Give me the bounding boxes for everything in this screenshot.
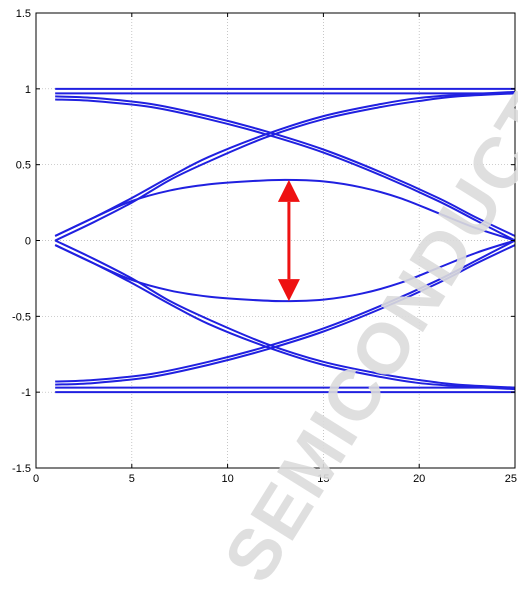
series-group bbox=[54, 87, 516, 394]
axis-ticks: 0 5 10 15 20 25 -1.5 -1 -0.5 0 0.5 1 1.5 bbox=[12, 8, 517, 485]
chart-svg: 0 5 10 15 20 25 -1.5 -1 -0.5 0 0.5 1 1.5 bbox=[12, 8, 517, 485]
series-line-14 bbox=[54, 239, 516, 303]
series-line-10 bbox=[54, 90, 516, 237]
arrow-head-up bbox=[277, 179, 300, 202]
y-tick-label: 0.5 bbox=[16, 160, 31, 172]
x-tick-label: 25 bbox=[505, 473, 517, 485]
series-line-11 bbox=[54, 239, 516, 389]
y-tick-label: 1 bbox=[25, 84, 31, 96]
series-line-8 bbox=[55, 239, 516, 383]
series-line-5 bbox=[55, 95, 516, 237]
arrow-head-down bbox=[277, 279, 300, 302]
x-tick-label: 20 bbox=[413, 473, 425, 485]
y-tick-label: -1 bbox=[21, 387, 31, 399]
x-tick-label: 0 bbox=[33, 473, 39, 485]
y-tick-label: -1.5 bbox=[12, 463, 31, 475]
series-line-6 bbox=[55, 98, 516, 242]
y-tick-label: -0.5 bbox=[12, 311, 31, 323]
series-line-12 bbox=[54, 244, 516, 391]
x-tick-label: 5 bbox=[129, 473, 135, 485]
annotation-group bbox=[277, 179, 300, 302]
y-tick-label: 0 bbox=[25, 236, 31, 248]
series-line-7 bbox=[55, 244, 516, 386]
x-tick-label: 10 bbox=[221, 473, 233, 485]
series-line-9 bbox=[54, 92, 516, 242]
y-tick-label: 1.5 bbox=[16, 8, 31, 20]
x-tick-label: 15 bbox=[317, 473, 329, 485]
series-line-13 bbox=[54, 178, 516, 242]
plot-background bbox=[36, 13, 515, 468]
